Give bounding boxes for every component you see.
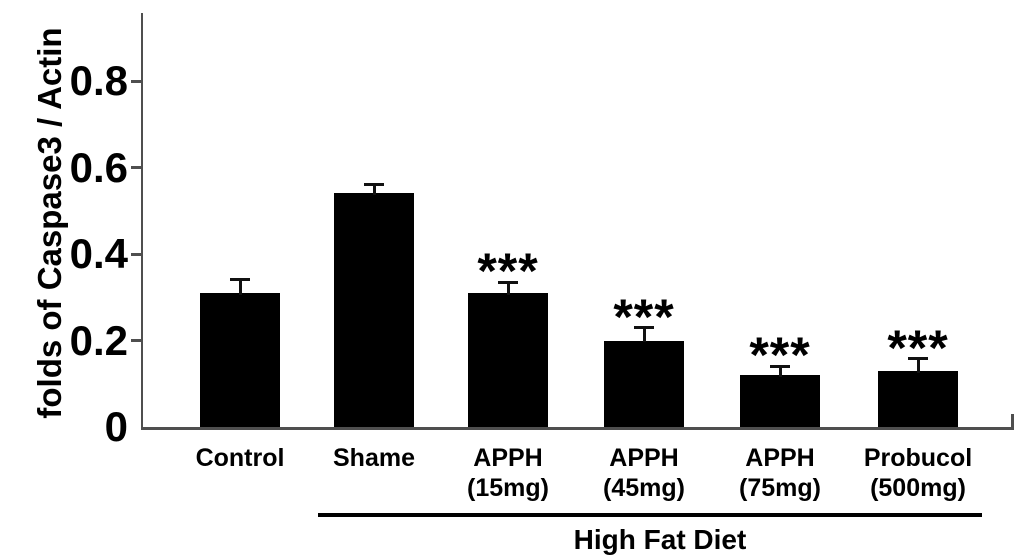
bar-apph-15mg- — [468, 292, 548, 428]
error-bar-stem — [778, 366, 782, 378]
x-category-label-line: APPH — [473, 444, 543, 472]
x-category-label-line: APPH — [609, 444, 679, 472]
group-bracket-line — [318, 513, 982, 517]
x-category-label-line: Probucol — [863, 444, 973, 472]
significance-asterisks: *** — [477, 243, 539, 300]
bar-control — [200, 292, 280, 428]
x-axis-line — [140, 427, 1014, 430]
y-tick-label: 0.4 — [69, 230, 128, 277]
y-tick-mark — [130, 79, 141, 83]
error-bar-stem — [642, 327, 646, 343]
significance-asterisks: *** — [749, 327, 811, 384]
bar-shame — [334, 193, 414, 428]
x-axis-end-tick — [1011, 414, 1014, 427]
x-category-label-line: (75mg) — [739, 474, 821, 502]
error-bar-stem — [372, 184, 376, 196]
bar-apph-45mg- — [604, 340, 684, 428]
x-category-label: APPH (15mg) — [418, 443, 598, 503]
x-category-label-line: (500mg) — [870, 474, 966, 502]
x-category-label-line: Control — [195, 444, 285, 472]
bar-apph-75mg- — [740, 375, 820, 428]
x-category-label: Control — [150, 443, 330, 473]
x-category-label-line: (15mg) — [467, 474, 549, 502]
error-bar-cap — [770, 364, 790, 368]
y-axis-line — [140, 13, 143, 430]
error-bar-cap — [498, 280, 518, 284]
bar-probucol-500mg- — [878, 370, 958, 428]
error-bar-cap — [364, 183, 384, 187]
x-category-label: Probucol (500mg) — [828, 443, 1008, 503]
error-bar-stem — [506, 282, 510, 295]
x-category-label-line: Shame — [333, 444, 415, 472]
y-tick-label: 0.6 — [69, 143, 128, 191]
y-tick-mark — [130, 166, 141, 169]
y-tick-label: 0.2 — [69, 316, 128, 364]
error-bar-cap — [634, 326, 654, 330]
error-bar-stem — [916, 358, 920, 373]
y-tick-mark — [130, 339, 141, 342]
x-category-label: APPH (75mg) — [690, 443, 870, 503]
x-category-label: APPH (45mg) — [554, 443, 734, 503]
x-category-label-line: (45mg) — [603, 474, 685, 502]
error-bar-cap — [908, 357, 928, 361]
significance-asterisks: *** — [613, 288, 675, 345]
error-bar-cap — [230, 278, 250, 282]
y-tick-label: 0.8 — [69, 57, 128, 104]
y-tick-mark — [130, 252, 141, 256]
x-category-label: Shame — [284, 443, 464, 473]
group-label-high-fat-diet: High Fat Diet — [573, 524, 747, 555]
significance-asterisks: *** — [887, 319, 949, 376]
x-category-label-line: APPH — [745, 444, 815, 472]
y-tick-label: 0 — [104, 403, 128, 450]
error-bar-stem — [238, 279, 242, 295]
